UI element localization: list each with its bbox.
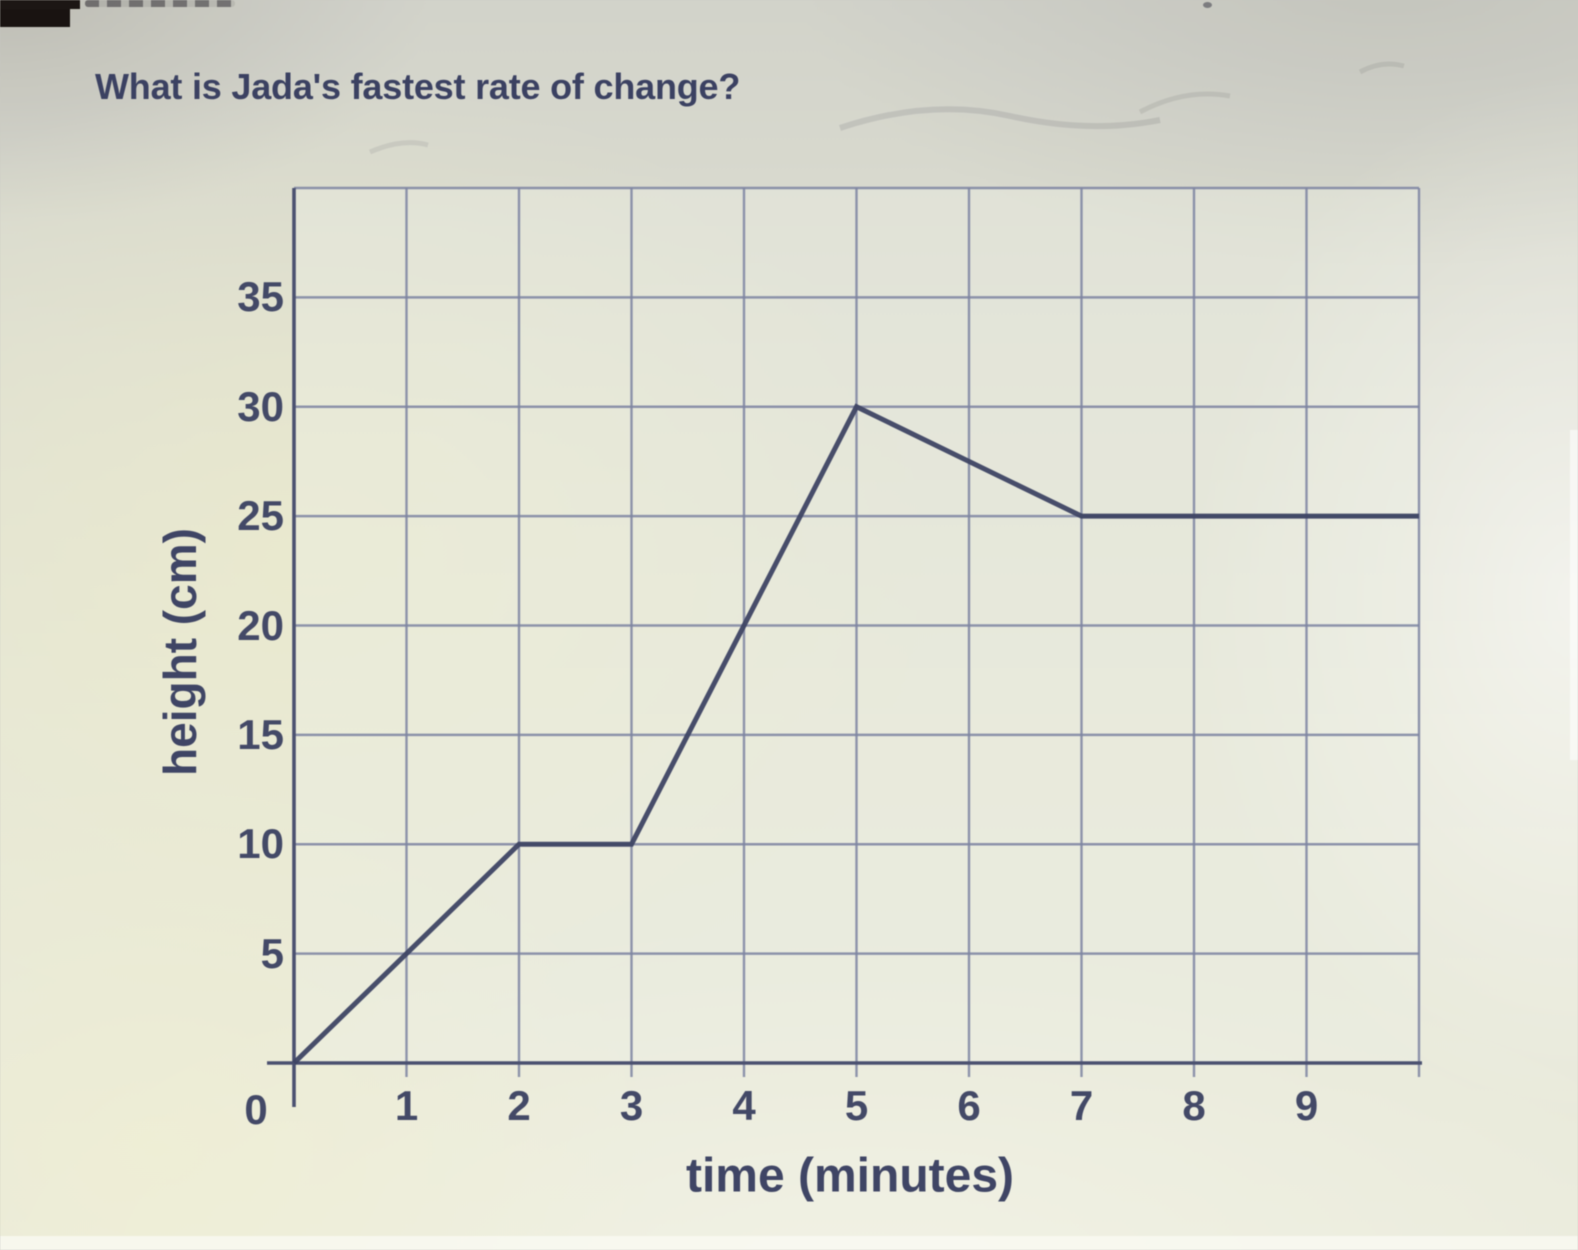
y-tick-label: 15: [237, 710, 284, 758]
y-tick-label: 30: [237, 382, 284, 430]
photo-speck: [1203, 2, 1212, 8]
y-tick-label: 5: [260, 929, 284, 977]
photo-edge-highlight-right: [1570, 430, 1578, 760]
x-tick-label: 9: [1294, 1082, 1319, 1129]
photo-corner-artifact-edge: [0, 0, 80, 9]
photo-top-smudge: [85, 0, 235, 7]
x-tick-label: 4: [732, 1082, 756, 1129]
question-text: What is Jada's fastest rate of change?: [95, 66, 741, 107]
x-tick-label: 2: [507, 1082, 531, 1129]
y-tick-label: 25: [237, 492, 284, 540]
y-tick-label: 20: [237, 601, 284, 649]
x-tick-label: 0: [244, 1086, 268, 1133]
x-tick-label: 6: [957, 1082, 981, 1129]
data-line: [292, 403, 1419, 1065]
x-tick-label: 7: [1069, 1082, 1094, 1129]
y-tick-label: 35: [237, 273, 284, 321]
photo-edge-highlight-bottom: [0, 1236, 1578, 1250]
x-tick-label: 5: [844, 1082, 869, 1129]
x-tick-label: 3: [619, 1082, 644, 1129]
x-axis-title: time (minutes): [685, 1149, 1015, 1203]
y-tick-label: 10: [237, 820, 284, 868]
x-tick-label: 1: [394, 1082, 419, 1129]
x-tick-label: 8: [1182, 1082, 1206, 1129]
